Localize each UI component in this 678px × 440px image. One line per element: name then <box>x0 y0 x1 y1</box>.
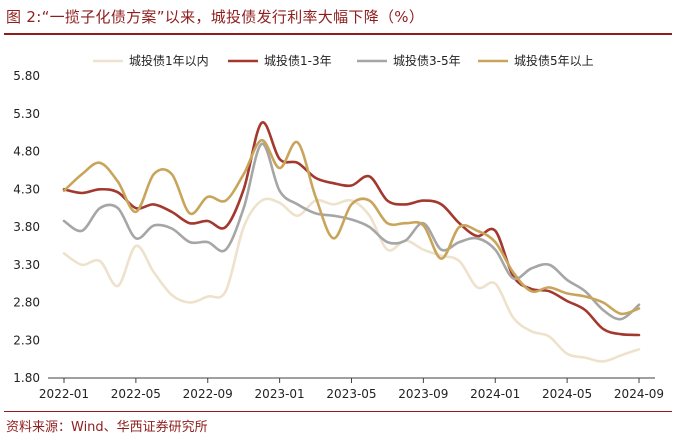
source-note: 资料来源：Wind、华西证券研究所 <box>6 420 208 435</box>
x-tick-label: 2022-09 <box>183 387 233 401</box>
y-tick-label: 5.30 <box>13 107 40 121</box>
chart-axes: 5.80 5.30 4.80 4.30 3.80 3.30 2.80 2.30 1.80 2022… <box>13 69 664 401</box>
series-line-1 <box>62 197 641 363</box>
legend-label: 城投债3-5年 <box>393 53 461 68</box>
x-tick-label: 2022-01 <box>39 387 89 401</box>
x-tick-label: 2023-01 <box>255 387 305 401</box>
y-tick-label: 3.30 <box>13 258 40 272</box>
title-divider <box>4 33 672 35</box>
source-divider <box>4 411 672 412</box>
series-line-4 <box>62 138 641 316</box>
chart-lines <box>62 121 641 363</box>
y-tick-label: 2.80 <box>13 296 40 310</box>
y-tick-label: 3.80 <box>13 220 40 234</box>
figure-title: 图 2:“一揽子化债方案”以来，城投债发行利率大幅下降（%） <box>6 8 425 26</box>
chart-legend: 城投债1年以内 城投债1-3年 城投债3-5年 城投债5年以上 <box>93 53 594 68</box>
legend-label: 城投债5年以上 <box>514 53 594 68</box>
y-tick-label: 2.30 <box>13 333 40 347</box>
y-tick-label: 1.80 <box>13 371 40 385</box>
x-tick-label: 2024-09 <box>614 387 664 401</box>
x-tick-label: 2023-05 <box>326 387 376 401</box>
y-tick-label: 4.30 <box>13 182 40 196</box>
y-tick-label: 5.80 <box>13 69 40 83</box>
x-tick-label: 2022-05 <box>111 387 161 401</box>
x-tick-label: 2024-01 <box>470 387 520 401</box>
legend-label: 城投债1-3年 <box>264 53 332 68</box>
series-line-3 <box>62 142 641 321</box>
y-tick-label: 4.80 <box>13 145 40 159</box>
x-tick-label: 2024-05 <box>542 387 592 401</box>
series-line-2 <box>62 121 641 337</box>
legend-label: 城投债1年以内 <box>129 53 209 68</box>
x-tick-label: 2023-09 <box>398 387 448 401</box>
